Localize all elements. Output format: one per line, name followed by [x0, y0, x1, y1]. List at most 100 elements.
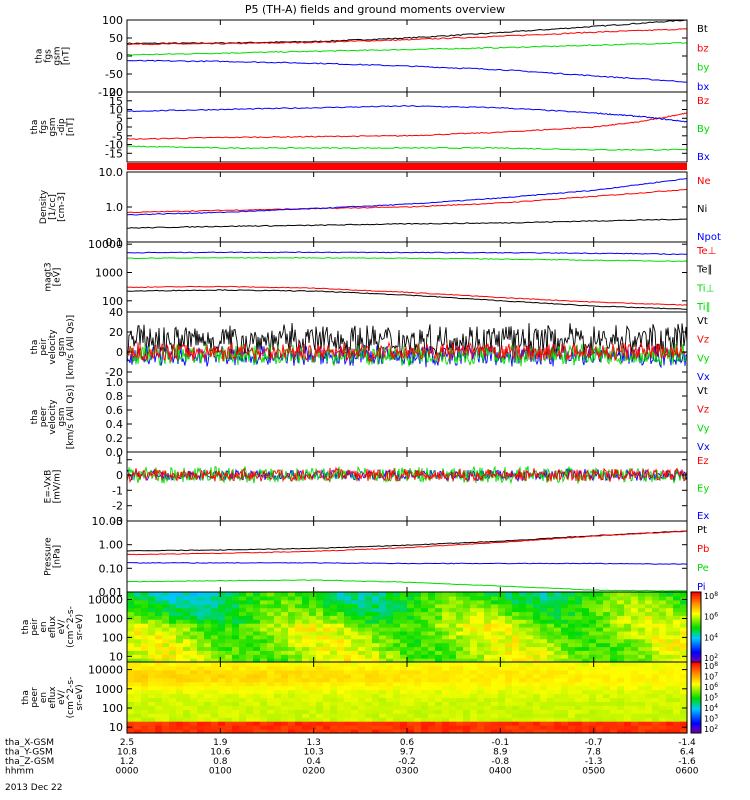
heatmap-cell [246, 619, 254, 624]
heatmap-cell [491, 638, 499, 644]
heatmap-cell [645, 595, 653, 601]
heatmap-cell [484, 615, 492, 620]
heatmap-cell [491, 721, 499, 726]
heatmap-cell [680, 721, 688, 726]
heatmap-cell [568, 689, 576, 695]
heatmap-cell [603, 689, 611, 695]
y-tick-label: 0 [116, 346, 123, 359]
heatmap-cell [659, 681, 667, 687]
heatmap-cell [582, 693, 590, 699]
heatmap-cell [659, 658, 667, 663]
heatmap-cell [442, 642, 450, 648]
heatmap-cell [470, 634, 478, 640]
heatmap-cell [155, 646, 163, 651]
heatmap-cell [253, 673, 261, 679]
heatmap-cell [148, 662, 156, 667]
heatmap-cell [652, 603, 660, 609]
heatmap-cell [204, 615, 212, 620]
heatmap-cell [449, 669, 457, 675]
heatmap-cell [603, 607, 611, 613]
heatmap-cell [155, 658, 163, 663]
colorbar-segment [691, 667, 701, 670]
heatmap-cell [631, 709, 639, 714]
heatmap-cell [428, 721, 436, 726]
heatmap-cell [274, 717, 282, 722]
heatmap-cell [512, 619, 520, 624]
heatmap-cell [666, 677, 674, 683]
heatmap-cell [477, 623, 485, 628]
heatmap-cell [512, 642, 520, 648]
heatmap-cell [575, 630, 583, 636]
heatmap-cell [162, 721, 170, 726]
colorbar-segment [691, 644, 701, 647]
heatmap-cell [498, 681, 506, 687]
heatmap-cell [428, 709, 436, 714]
heatmap-cell [624, 642, 632, 648]
heatmap-cell [190, 642, 198, 648]
heatmap-cell [260, 619, 268, 624]
heatmap-cell [456, 689, 464, 695]
heatmap-cell [295, 611, 303, 616]
heatmap-cell [155, 717, 163, 722]
legend-entry: Ey [697, 484, 709, 495]
heatmap-cell [323, 681, 331, 687]
heatmap-cell [260, 607, 268, 613]
heatmap-cell [666, 634, 674, 640]
y-tick-label: 5 [116, 112, 123, 125]
footer-ephemeris: 2013 Dec 22 tha_X-GSM 2.5 1.9 1.3 0.6 -0.1 -0.… [5, 738, 699, 793]
colorbar-label: 104 [704, 703, 718, 713]
heatmap-cell [337, 673, 345, 679]
heatmap-cell [337, 713, 345, 718]
heatmap-cell [435, 592, 443, 597]
heatmap-cell [176, 662, 184, 667]
series-line-Ti⊥ [126, 251, 688, 256]
colorbar-segment [691, 632, 701, 635]
heatmap-cell [141, 709, 149, 714]
heatmap-cell [442, 646, 450, 651]
heatmap-cell [211, 662, 219, 667]
heatmap-cell [519, 650, 527, 655]
heatmap-cell [610, 729, 618, 734]
heatmap-cell [680, 709, 688, 714]
heatmap-cell [638, 697, 646, 702]
heatmap-cell [253, 705, 261, 710]
y-axis-label: [nT] [66, 118, 76, 136]
heatmap-cell [484, 677, 492, 683]
heatmap-cell [624, 654, 632, 659]
colorbar-segment [691, 692, 701, 695]
heatmap-cell [610, 642, 618, 648]
heatmap-cell [260, 665, 268, 671]
heatmap-cell [484, 689, 492, 695]
heatmap-cell [575, 650, 583, 655]
heatmap-cell [547, 709, 555, 714]
heatmap-cell [281, 638, 289, 644]
heatmap-cell [533, 697, 541, 702]
heatmap-cell [561, 665, 569, 671]
heatmap-cell [155, 689, 163, 695]
heatmap-cell [358, 662, 366, 667]
colorbar-label: 102 [704, 724, 718, 734]
heatmap-cell [435, 697, 443, 702]
heatmap-cell [512, 607, 520, 613]
heatmap-cell [393, 705, 401, 710]
heatmap-cell [211, 717, 219, 722]
y-axis-label: tha [21, 620, 31, 635]
heatmap-cell [498, 658, 506, 663]
heatmap-cell [218, 611, 226, 616]
ephemeris-value: -0.1 [492, 738, 510, 748]
heatmap-cell [666, 673, 674, 679]
heatmap-cell [288, 615, 296, 620]
heatmap-cell [393, 697, 401, 702]
heatmap-cell [204, 713, 212, 718]
y-axis-label: en [39, 692, 49, 703]
heatmap-cell [631, 611, 639, 616]
heatmap-cell [323, 654, 331, 659]
heatmap-cell [589, 650, 597, 655]
heatmap-cell [617, 595, 625, 601]
heatmap-cell [596, 669, 604, 675]
heatmap-cell [498, 669, 506, 675]
heatmap-cell [176, 603, 184, 609]
heatmap-cell [386, 701, 394, 706]
heatmap-cell [162, 705, 170, 710]
